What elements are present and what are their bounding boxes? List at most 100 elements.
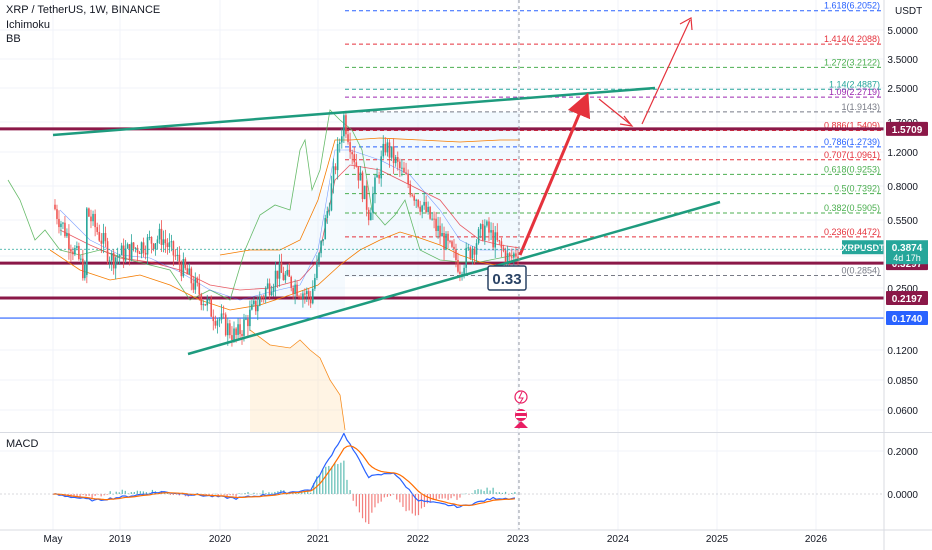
candle-body bbox=[378, 174, 380, 179]
macd-bar bbox=[483, 490, 485, 494]
bb-label[interactable]: BB bbox=[6, 33, 21, 45]
tenkan-sen bbox=[59, 149, 520, 301]
macd-bar bbox=[106, 494, 108, 495]
candle-body bbox=[64, 222, 66, 237]
macd-bar bbox=[383, 494, 385, 498]
macd-bar bbox=[408, 494, 410, 511]
macd-bar bbox=[438, 494, 440, 499]
event-arrow-icon bbox=[514, 421, 528, 428]
candle-body bbox=[380, 156, 382, 179]
candle-body bbox=[92, 213, 94, 222]
fib-level-label: 0(0.2854) bbox=[841, 265, 880, 275]
macd-bar bbox=[511, 492, 513, 494]
macd-bar bbox=[265, 493, 267, 494]
candle-body bbox=[510, 256, 513, 258]
pane-separator[interactable] bbox=[0, 432, 932, 433]
macd-bar bbox=[355, 494, 357, 507]
macd-bar bbox=[160, 490, 163, 494]
candle-body bbox=[188, 268, 191, 275]
candle-body bbox=[439, 225, 441, 237]
macd-label[interactable]: MACD bbox=[6, 438, 39, 450]
macd-bar bbox=[241, 493, 243, 495]
candle-body bbox=[382, 143, 385, 157]
candle-body bbox=[150, 236, 153, 244]
candle-body bbox=[500, 241, 503, 248]
candle-body bbox=[226, 323, 229, 336]
candle-body bbox=[260, 296, 263, 298]
macd-bar bbox=[310, 492, 312, 494]
macd-bar bbox=[477, 489, 479, 494]
candle-body bbox=[118, 255, 121, 257]
upper-trendline bbox=[52, 86, 656, 137]
candle-body bbox=[405, 172, 407, 174]
candle-body bbox=[343, 115, 345, 137]
candle-body bbox=[349, 142, 351, 153]
macd-bar bbox=[486, 487, 488, 494]
bb-lower-extended bbox=[249, 329, 346, 431]
macd-bar bbox=[417, 494, 420, 516]
candle-body bbox=[126, 244, 129, 249]
x-tick-label: 2021 bbox=[307, 534, 330, 545]
candle-body bbox=[148, 236, 151, 238]
x-tick-label: 2023 bbox=[507, 534, 530, 545]
candle-body bbox=[401, 167, 403, 169]
macd-bar bbox=[64, 494, 66, 498]
macd-bar bbox=[328, 465, 330, 494]
candle-body bbox=[158, 228, 161, 240]
level-tag: 1.5709 bbox=[892, 125, 923, 136]
candle-body bbox=[473, 248, 476, 255]
us-flag-icon bbox=[515, 409, 527, 421]
macd-bar bbox=[142, 491, 144, 494]
candle-body bbox=[233, 328, 235, 341]
candle-body bbox=[463, 267, 465, 274]
macd-bar bbox=[426, 494, 428, 504]
y-tick-label: 0.0600 bbox=[887, 406, 918, 417]
macd-bar bbox=[501, 492, 504, 494]
macd-bar bbox=[480, 489, 482, 494]
candle-body bbox=[256, 305, 259, 312]
macd-bar bbox=[402, 494, 404, 507]
candle-body bbox=[384, 143, 387, 153]
candle-body bbox=[264, 288, 267, 298]
candle-body bbox=[341, 136, 343, 143]
macd-bar bbox=[389, 494, 392, 497]
macd-bar bbox=[380, 494, 382, 502]
candle-body bbox=[311, 288, 314, 304]
candle-body bbox=[513, 253, 515, 258]
flag-stripe bbox=[516, 416, 526, 418]
candle-body bbox=[365, 185, 368, 210]
fib-level-label: 1.272(3.2122) bbox=[824, 57, 880, 67]
candle-body bbox=[104, 232, 107, 242]
candle-body bbox=[455, 249, 457, 260]
candle-body bbox=[128, 244, 131, 260]
macd-bar bbox=[325, 466, 327, 494]
macd-bar bbox=[118, 492, 120, 494]
candle-body bbox=[170, 241, 173, 243]
macd-bar bbox=[172, 494, 174, 496]
candle-body bbox=[210, 299, 213, 317]
x-tick-label: 2026 bbox=[805, 534, 828, 545]
candle-body bbox=[292, 287, 294, 294]
macd-bar bbox=[444, 494, 446, 499]
ichimoku-label[interactable]: Ichimoku bbox=[6, 19, 51, 31]
macd-bar bbox=[492, 487, 494, 494]
candle-body bbox=[74, 247, 76, 255]
candle-body bbox=[276, 270, 279, 279]
macd-bar bbox=[453, 494, 455, 497]
candle-body bbox=[241, 334, 243, 336]
candle-body bbox=[124, 248, 127, 261]
macd-bar bbox=[462, 493, 464, 495]
macd-bar bbox=[178, 494, 180, 496]
candle-body bbox=[413, 195, 415, 201]
candle-body bbox=[266, 283, 269, 289]
candle-body bbox=[280, 262, 283, 273]
candle-body bbox=[224, 314, 227, 336]
candle-body bbox=[419, 206, 421, 212]
candle-body bbox=[182, 259, 185, 277]
lower-trendline bbox=[187, 200, 721, 356]
fib-level-label: 0.707(1.0961) bbox=[824, 150, 880, 160]
candle-body bbox=[202, 304, 205, 306]
macd-bar bbox=[214, 493, 216, 495]
